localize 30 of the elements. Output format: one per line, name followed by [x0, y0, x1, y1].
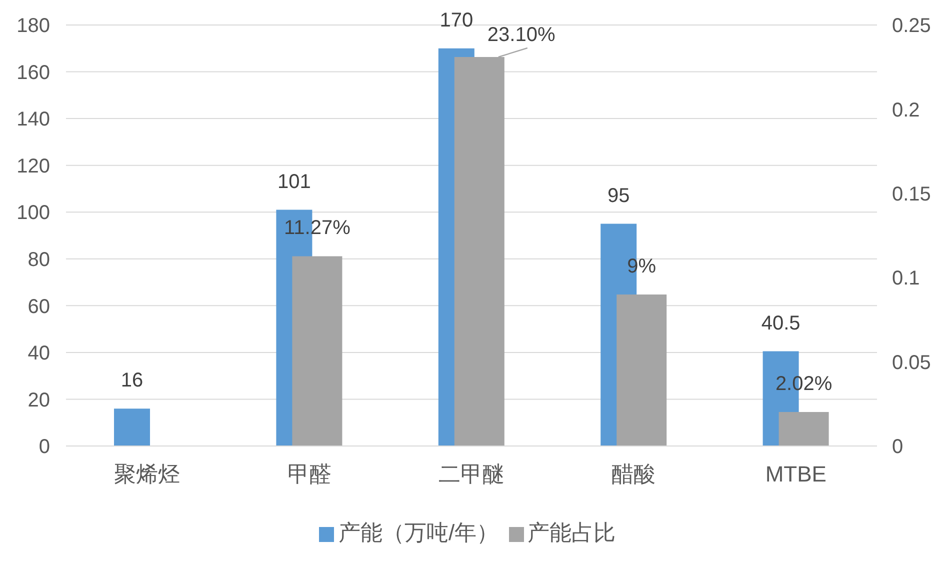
x-tick-label: 聚烯烃	[114, 462, 180, 487]
data-label: 101	[278, 170, 311, 193]
legend-label: 产能占比	[528, 520, 616, 545]
y2-tick-label: 0.1	[892, 268, 920, 290]
data-label: 23.10%	[487, 24, 556, 46]
y2-tick-label: 0.15	[892, 184, 931, 206]
y2-tick-label: 0	[892, 436, 904, 458]
y-tick-label: 160	[16, 62, 50, 84]
x-tick-label: 甲醛	[287, 462, 332, 487]
data-label: 95	[607, 184, 630, 207]
y-tick-label: 120	[16, 155, 50, 178]
y-tick-label: 40	[28, 342, 50, 365]
bar	[114, 408, 150, 446]
y-tick-label: 20	[28, 389, 50, 412]
data-label: 170	[440, 9, 474, 32]
y2-tick-label: 0.25	[892, 15, 931, 38]
x-tick-label: 醋酸	[612, 462, 656, 487]
y-tick-label: 0	[38, 436, 50, 458]
y-tick-label: 80	[28, 248, 50, 271]
y-tick-label: 100	[16, 202, 50, 224]
y2-tick-label: 0.2	[892, 99, 920, 122]
x-tick-label: MTBE	[765, 462, 826, 487]
y2-tick-label: 0.05	[892, 352, 931, 374]
y-tick-label: 60	[28, 296, 50, 318]
data-label: 16	[120, 370, 144, 392]
y-tick-label: 180	[16, 15, 50, 38]
x-tick-label: 二甲醚	[438, 462, 504, 487]
data-label: 40.5	[761, 312, 800, 334]
legend-label: 产能（万吨/年）	[338, 520, 499, 545]
y-tick-label: 140	[16, 108, 50, 131]
